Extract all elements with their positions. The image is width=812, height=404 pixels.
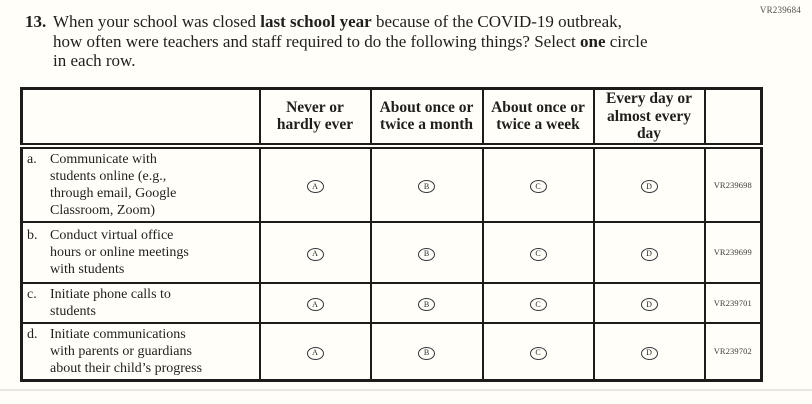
header-label-line: About once or — [379, 98, 474, 116]
row-label-line: Classroom, Zoom) — [50, 202, 155, 218]
header-label-line: Never or — [286, 98, 344, 116]
option-bubble-c[interactable]: C — [529, 346, 547, 360]
question-line-2: how often were teachers and staff requir… — [53, 32, 648, 52]
header-cell-never: Never or hardly ever — [258, 87, 372, 149]
row-label-line: with parents or guardians — [50, 343, 192, 359]
question-line-3: in each row. — [53, 51, 648, 71]
row-label-line: students — [50, 303, 96, 319]
row-vr-code: VR239701 — [703, 281, 763, 324]
question-text-run: because of the COVID-19 outbreak, — [371, 12, 622, 31]
option-cell-every-day: D — [592, 220, 706, 284]
row-letter: a. — [27, 151, 37, 167]
option-bubble-c[interactable]: C — [529, 298, 547, 311]
option-bubble-b[interactable]: B — [418, 298, 435, 311]
option-bubble-c[interactable]: C — [529, 180, 547, 193]
header-label-line: almost every — [607, 107, 691, 125]
question-text-run: circle — [605, 31, 648, 51]
row-label: Initiate phone calls to students — [50, 286, 171, 320]
row-vr-code: VR239699 — [703, 220, 763, 284]
question-text-bold-run: one — [580, 31, 606, 51]
option-bubble-d[interactable]: D — [640, 180, 658, 193]
header-cell-vr — [703, 87, 763, 149]
option-bubble-c[interactable]: C — [529, 247, 547, 261]
table-row-d: d. Initiate communications with parents … — [20, 321, 763, 381]
row-label-line: Conduct virtual office — [50, 227, 174, 243]
row-vr-code: VR239698 — [703, 144, 763, 223]
row-label-line: Initiate communications — [50, 326, 186, 342]
row-label-line: about their child’s progress — [50, 360, 203, 376]
header-label-line: hardly ever — [276, 116, 354, 134]
question-stem: 13. When your school was closed last sch… — [25, 12, 648, 71]
row-label: Communicate with students online (e.g., … — [50, 151, 176, 219]
header-label-line: About once or — [491, 98, 585, 116]
header-cell-once-month: About once or twice a month — [369, 87, 484, 149]
question-text-bold-run: last school year — [260, 12, 372, 31]
option-cell-never: A — [258, 321, 372, 381]
row-label-line: students online (e.g., — [50, 168, 167, 184]
option-cell-never: A — [258, 144, 372, 223]
question-number: 13. — [25, 12, 47, 31]
option-cell-every-day: D — [592, 281, 706, 324]
header-label-line: Every day or — [605, 90, 693, 107]
option-cell-once-week: C — [481, 321, 595, 381]
row-vr-code: VR239702 — [703, 321, 763, 381]
option-cell-once-week: C — [481, 281, 595, 324]
option-cell-never: A — [258, 281, 372, 324]
header-label-line: twice a month — [380, 116, 473, 134]
table-row-a: a. Communicate with students online (e.g… — [20, 144, 763, 223]
option-bubble-b[interactable]: B — [418, 247, 435, 261]
option-cell-once-month: B — [369, 321, 484, 381]
header-label-line: day — [636, 125, 662, 142]
option-bubble-a[interactable]: A — [306, 298, 324, 311]
option-bubble-b[interactable]: B — [418, 346, 435, 360]
row-label-cell: d. Initiate communications with parents … — [20, 321, 261, 381]
question-text-run: how often were teachers and staff requir… — [53, 31, 580, 51]
row-label-line: hours or online meetings — [50, 244, 189, 260]
row-label: Initiate communications with parents or … — [50, 326, 202, 377]
question-text-run: in each row. — [53, 51, 136, 70]
row-letter: b. — [27, 227, 38, 243]
option-bubble-a[interactable]: A — [306, 247, 324, 261]
row-label-cell: b. Conduct virtual office hours or onlin… — [20, 220, 261, 284]
option-cell-every-day: D — [592, 321, 706, 381]
option-bubble-a[interactable]: A — [306, 346, 324, 360]
header-cell-once-week: About once or twice a week — [481, 87, 595, 149]
page-bottom-rule — [0, 389, 812, 391]
row-label-line: Communicate with — [50, 151, 157, 167]
page-vr-code: VR239684 — [759, 5, 801, 15]
question-text-run: When your school was closed — [53, 12, 261, 31]
row-label: Conduct virtual office hours or online m… — [50, 227, 189, 278]
row-label-cell: c. Initiate phone calls to students — [20, 281, 261, 324]
header-cell-item — [20, 87, 261, 149]
option-cell-once-week: C — [481, 220, 595, 284]
row-label-line: through email, Google — [50, 185, 177, 201]
table-row-c: c. Initiate phone calls to students A B … — [20, 281, 763, 324]
option-cell-once-month: B — [369, 220, 484, 284]
option-cell-once-week: C — [481, 144, 595, 223]
frequency-matrix-table: Never or hardly ever About once or twice… — [20, 87, 763, 382]
option-cell-once-month: B — [369, 281, 484, 324]
table-row-b: b. Conduct virtual office hours or onlin… — [20, 220, 763, 284]
option-cell-once-month: B — [369, 144, 484, 223]
row-label-line: Initiate phone calls to — [50, 286, 171, 302]
option-cell-every-day: D — [592, 144, 706, 223]
option-bubble-b[interactable]: B — [418, 180, 435, 193]
table-header-row: Never or hardly ever About once or twice… — [20, 87, 763, 149]
question-line-1: When your school was closed last school … — [53, 12, 648, 32]
row-letter: c. — [27, 286, 37, 302]
header-cell-every-day: Every day or almost every day — [592, 87, 706, 149]
option-bubble-d[interactable]: D — [640, 247, 658, 261]
question-text: When your school was closed last school … — [53, 12, 648, 71]
header-label-line: twice a week — [496, 116, 580, 134]
row-letter: d. — [27, 326, 38, 342]
row-label-line: with students — [50, 261, 125, 277]
option-cell-never: A — [258, 220, 372, 284]
option-bubble-d[interactable]: D — [640, 298, 658, 311]
option-bubble-d[interactable]: D — [640, 346, 658, 360]
row-label-cell: a. Communicate with students online (e.g… — [20, 144, 261, 223]
option-bubble-a[interactable]: A — [306, 180, 324, 193]
